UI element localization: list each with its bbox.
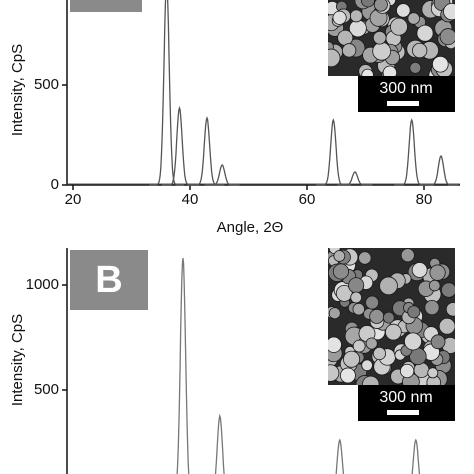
x-tick-label: 60	[299, 191, 316, 208]
x-axis-label: Angle, 2Θ	[217, 219, 284, 236]
sem-particle	[409, 61, 422, 74]
peak	[315, 118, 351, 186]
sem-particle	[332, 10, 347, 25]
panel-label: B	[95, 259, 122, 301]
peak	[394, 118, 430, 186]
sem-particle	[328, 48, 341, 68]
sem-particle	[429, 264, 446, 281]
x-tick-label: 80	[416, 191, 433, 208]
sem-particle	[328, 336, 342, 353]
scale-bar	[387, 101, 419, 106]
y-tick-label: 1000	[26, 276, 59, 293]
sem-particle	[361, 68, 374, 76]
sem-particle	[352, 302, 365, 316]
sem-particle	[337, 29, 354, 46]
sem-particle	[348, 277, 365, 294]
peak	[411, 438, 421, 474]
sem-particle	[411, 42, 428, 59]
sem-particle	[358, 251, 372, 265]
sem-particle	[430, 334, 446, 350]
sem-particle	[361, 375, 380, 385]
peak	[176, 258, 190, 474]
sem-particle	[407, 12, 420, 25]
sem-particle	[445, 302, 455, 317]
panel-label-box	[70, 250, 148, 310]
peak	[214, 413, 225, 474]
y-tick-label: 500	[34, 76, 59, 93]
sem-particle	[339, 367, 356, 384]
sem-particle	[369, 308, 385, 324]
sem-particle	[399, 363, 415, 379]
sem-particle	[373, 0, 388, 12]
sem-particle	[372, 30, 387, 45]
sem-particle	[400, 248, 415, 263]
sem-particle	[396, 3, 411, 18]
panel-label-box	[70, 0, 142, 12]
sem-particle	[443, 2, 455, 21]
peak	[335, 438, 345, 474]
scale-label: 300 nm	[379, 80, 432, 97]
scale-label: 300 nm	[379, 389, 432, 406]
sem-particle	[382, 311, 395, 324]
sem-particle	[428, 279, 441, 292]
sem-particle	[343, 350, 361, 368]
sem-particle	[333, 250, 346, 262]
plot-area	[67, 0, 460, 186]
sem-particle	[349, 9, 363, 23]
sem-particle	[404, 332, 422, 351]
scale-bar	[387, 410, 419, 415]
sem-particle	[427, 367, 439, 379]
x-tick-label: 20	[65, 191, 82, 208]
y-axis-label: Intensity, CpS	[9, 44, 26, 136]
peak	[337, 171, 373, 186]
sem-particle	[328, 307, 341, 320]
peak	[161, 105, 197, 186]
sem-image	[328, 248, 455, 385]
sem-particle	[365, 295, 380, 310]
sem-particle	[382, 65, 398, 76]
sem-particle	[441, 282, 455, 298]
peak	[423, 155, 459, 186]
peak	[204, 164, 240, 186]
sem-particle	[350, 291, 363, 304]
peak	[149, 0, 185, 186]
y-axis-label: Intensity, CpS	[9, 314, 26, 406]
peak	[189, 116, 225, 186]
sem-particle	[365, 337, 378, 350]
sem-particle	[341, 43, 357, 58]
y-tick-label: 500	[34, 381, 59, 398]
sem-image	[328, 0, 455, 76]
sem-particle	[439, 28, 455, 46]
sem-particle	[372, 346, 387, 361]
sem-particle	[390, 17, 408, 36]
plot-area	[176, 258, 421, 474]
sem-particle	[352, 339, 366, 353]
sem-particle	[372, 41, 392, 61]
sem-particle	[424, 299, 440, 316]
sem-particle	[360, 0, 375, 8]
y-tick-label: 0	[51, 176, 59, 193]
sem-particle	[379, 276, 398, 296]
sem-particle	[407, 305, 421, 319]
sem-particle	[416, 24, 434, 42]
sem-particle	[332, 263, 350, 280]
x-tick-label: 40	[182, 191, 199, 208]
sem-particle	[328, 364, 340, 382]
sem-particle	[438, 317, 455, 335]
sem-particle	[432, 55, 449, 73]
sem-particle	[411, 262, 428, 278]
sem-particle	[361, 359, 373, 372]
sem-particle	[385, 323, 402, 341]
